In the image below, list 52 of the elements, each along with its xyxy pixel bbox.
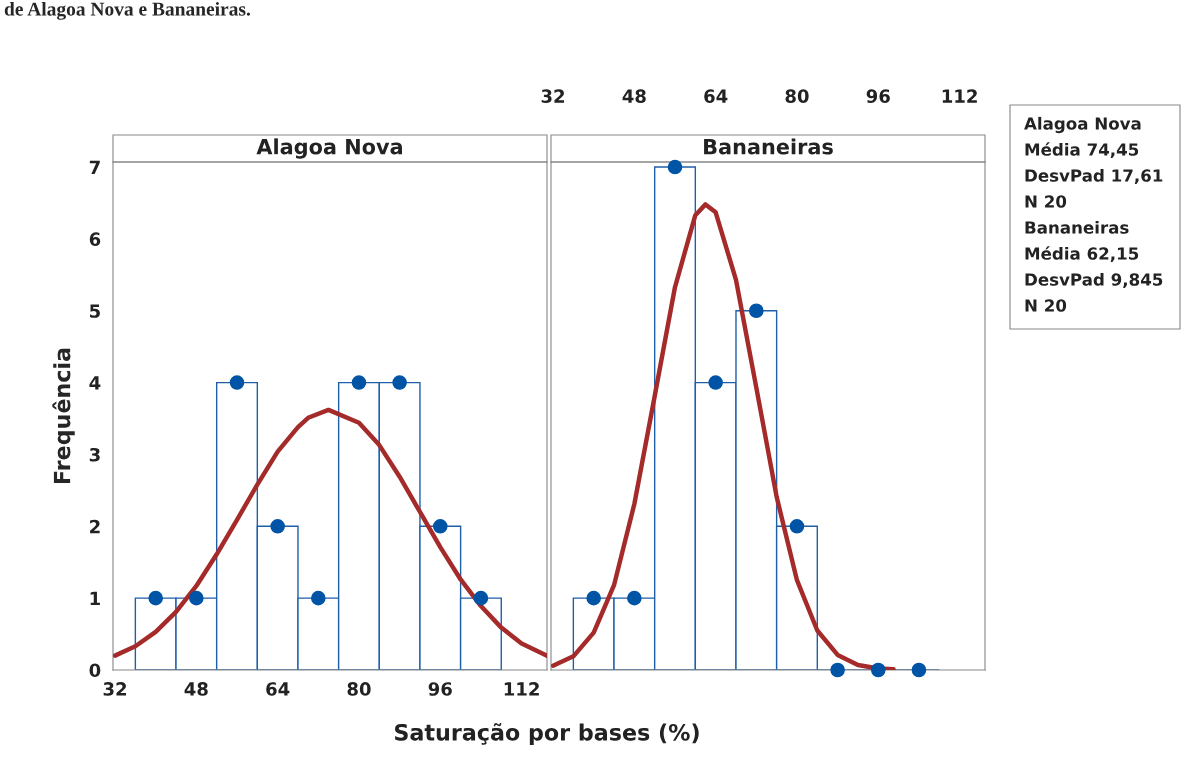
point <box>432 519 448 534</box>
text: Média 62,15 <box>1025 246 1139 262</box>
x-tick-label: 64 <box>266 682 290 696</box>
text: DesvPad 17,61 <box>1025 168 1163 184</box>
text: Bananeiras <box>1025 220 1129 234</box>
y-tick-label: 4 <box>89 376 101 390</box>
text: DesvPad 9,845 <box>1025 272 1163 288</box>
point <box>789 519 805 534</box>
x-tick-label: 32 <box>103 682 127 696</box>
x-tick-label: 80 <box>347 682 371 696</box>
point <box>189 590 204 606</box>
point <box>708 375 723 390</box>
point <box>392 375 407 390</box>
y-axis-title: Frequência <box>52 348 75 484</box>
y-tick-label: 6 <box>89 232 101 246</box>
point <box>351 375 367 390</box>
text: N 20 <box>1025 299 1067 312</box>
x-axis-title: Saturação por bases (%) <box>395 723 699 745</box>
y-tick-label: 5 <box>90 304 100 318</box>
chart-title: Bananeiras <box>704 138 833 155</box>
y-tick-label: 1 <box>90 591 100 606</box>
x-tick-label: 96 <box>428 682 452 696</box>
point <box>911 662 927 678</box>
x-tick-label: 112 <box>942 89 977 103</box>
point <box>270 519 285 534</box>
point <box>870 662 886 678</box>
x-tick-label: 96 <box>866 89 890 103</box>
text: Média 74,45 <box>1025 142 1139 158</box>
line-series <box>113 407 547 658</box>
y-tick-label: 7 <box>89 160 100 174</box>
point <box>311 590 326 606</box>
point <box>148 590 163 606</box>
text: de Alagoa Nova e Bananeiras. <box>4 2 250 20</box>
point <box>627 590 642 606</box>
y-tick-label: 0 <box>89 663 101 678</box>
text: N 20 <box>1025 195 1067 208</box>
x-tick-label: 48 <box>622 89 646 103</box>
point <box>586 590 601 606</box>
text: Alagoa Nova <box>1024 116 1141 134</box>
point <box>473 590 489 606</box>
point <box>229 375 245 390</box>
x-tick-label: 112 <box>504 682 539 696</box>
x-tick-label: 64 <box>704 89 728 103</box>
point <box>667 159 683 175</box>
point <box>830 662 845 678</box>
x-tick-label: 80 <box>785 89 809 103</box>
point <box>749 303 764 319</box>
x-tick-label: 48 <box>184 682 208 696</box>
x-tick-label: 32 <box>541 89 565 103</box>
chart-title: Alagoa Nova <box>256 138 402 159</box>
y-tick-label: 3 <box>89 447 100 462</box>
y-tick-label: 2 <box>90 519 100 534</box>
